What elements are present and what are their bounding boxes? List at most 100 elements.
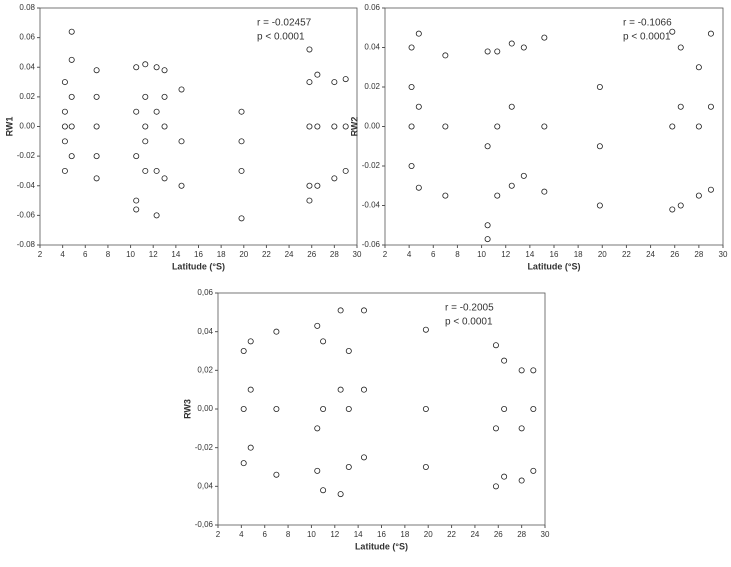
x-tick-label: 24 xyxy=(646,250,655,259)
point xyxy=(337,491,344,498)
point xyxy=(93,67,100,74)
point xyxy=(153,167,160,174)
point xyxy=(161,67,168,74)
y-tick-label: 0,06 xyxy=(197,288,213,297)
point xyxy=(238,215,245,222)
x-tick-label: 2 xyxy=(383,250,388,259)
point xyxy=(422,326,429,333)
x-tick-label: 24 xyxy=(285,250,294,259)
x-tick-label: 28 xyxy=(694,250,703,259)
x-tick-label: 22 xyxy=(447,530,456,539)
annotation: p < 0.0001 xyxy=(257,32,305,43)
point xyxy=(273,405,280,412)
point xyxy=(695,64,702,71)
point xyxy=(240,460,247,467)
x-tick-label: 10 xyxy=(126,250,135,259)
point xyxy=(345,463,352,470)
x-tick-label: 20 xyxy=(424,530,433,539)
y-tick-label: 0.00 xyxy=(19,122,35,131)
point xyxy=(320,405,327,412)
point xyxy=(677,103,684,110)
point xyxy=(161,123,168,130)
annotation: r = -0.2005 xyxy=(445,303,494,314)
x-tick-label: 10 xyxy=(477,250,486,259)
point xyxy=(494,123,501,130)
x-tick-label: 8 xyxy=(106,250,111,259)
point xyxy=(342,76,349,83)
y-tick-label: 0.08 xyxy=(19,3,35,12)
point xyxy=(492,483,499,490)
y-tick-label: 0.04 xyxy=(364,43,380,52)
y-tick-label: 0.00 xyxy=(364,122,380,131)
point xyxy=(238,108,245,115)
point xyxy=(707,30,714,37)
point xyxy=(501,473,508,480)
point xyxy=(342,123,349,130)
point xyxy=(408,123,415,130)
x-tick-label: 8 xyxy=(286,530,291,539)
point xyxy=(494,192,501,199)
point xyxy=(501,357,508,364)
point xyxy=(68,28,75,35)
y-tick-label: 0.02 xyxy=(364,82,380,91)
x-tick-label: 12 xyxy=(149,250,158,259)
point xyxy=(541,188,548,195)
point xyxy=(133,108,140,115)
point xyxy=(93,93,100,100)
point xyxy=(142,123,149,130)
point xyxy=(314,467,321,474)
point xyxy=(530,405,537,412)
x-tick-label: 20 xyxy=(598,250,607,259)
x-tick-label: 4 xyxy=(60,250,65,259)
point xyxy=(408,44,415,51)
point xyxy=(153,212,160,219)
x-tick-label: 28 xyxy=(517,530,526,539)
point xyxy=(677,202,684,209)
point xyxy=(442,123,449,130)
point xyxy=(306,182,313,189)
x-tick-label: 4 xyxy=(239,530,244,539)
x-tick-label: 2 xyxy=(38,250,43,259)
y-tick-label: 0.06 xyxy=(364,3,380,12)
point xyxy=(337,307,344,314)
y-tick-label: 0.02 xyxy=(19,92,35,101)
point xyxy=(415,30,422,37)
y-tick-label: 0.04 xyxy=(19,62,35,71)
point xyxy=(178,86,185,93)
point xyxy=(314,123,321,130)
point xyxy=(68,153,75,160)
point xyxy=(494,48,501,55)
point xyxy=(484,143,491,150)
point xyxy=(518,367,525,374)
point xyxy=(596,84,603,91)
point xyxy=(442,192,449,199)
x-tick-label: 18 xyxy=(400,530,409,539)
point xyxy=(669,123,676,130)
point xyxy=(133,153,140,160)
point xyxy=(501,405,508,412)
y-tick-label: -0.06 xyxy=(17,210,36,219)
y-axis-label: RW3 xyxy=(182,399,192,419)
point xyxy=(240,405,247,412)
x-axis-label: Latitude (°S) xyxy=(527,261,580,271)
point xyxy=(273,328,280,335)
point xyxy=(314,182,321,189)
point xyxy=(518,477,525,484)
point xyxy=(306,79,313,86)
point xyxy=(178,138,185,145)
point xyxy=(153,64,160,71)
point xyxy=(68,56,75,63)
point xyxy=(247,338,254,345)
point xyxy=(273,471,280,478)
x-tick-label: 14 xyxy=(354,530,363,539)
y-tick-label: 0,02 xyxy=(197,365,213,374)
point xyxy=(238,138,245,145)
point xyxy=(314,425,321,432)
x-tick-label: 24 xyxy=(470,530,479,539)
point xyxy=(484,222,491,229)
point xyxy=(695,123,702,130)
point xyxy=(61,138,68,145)
x-tick-label: 30 xyxy=(353,250,362,259)
y-tick-label: -0.02 xyxy=(17,151,36,160)
